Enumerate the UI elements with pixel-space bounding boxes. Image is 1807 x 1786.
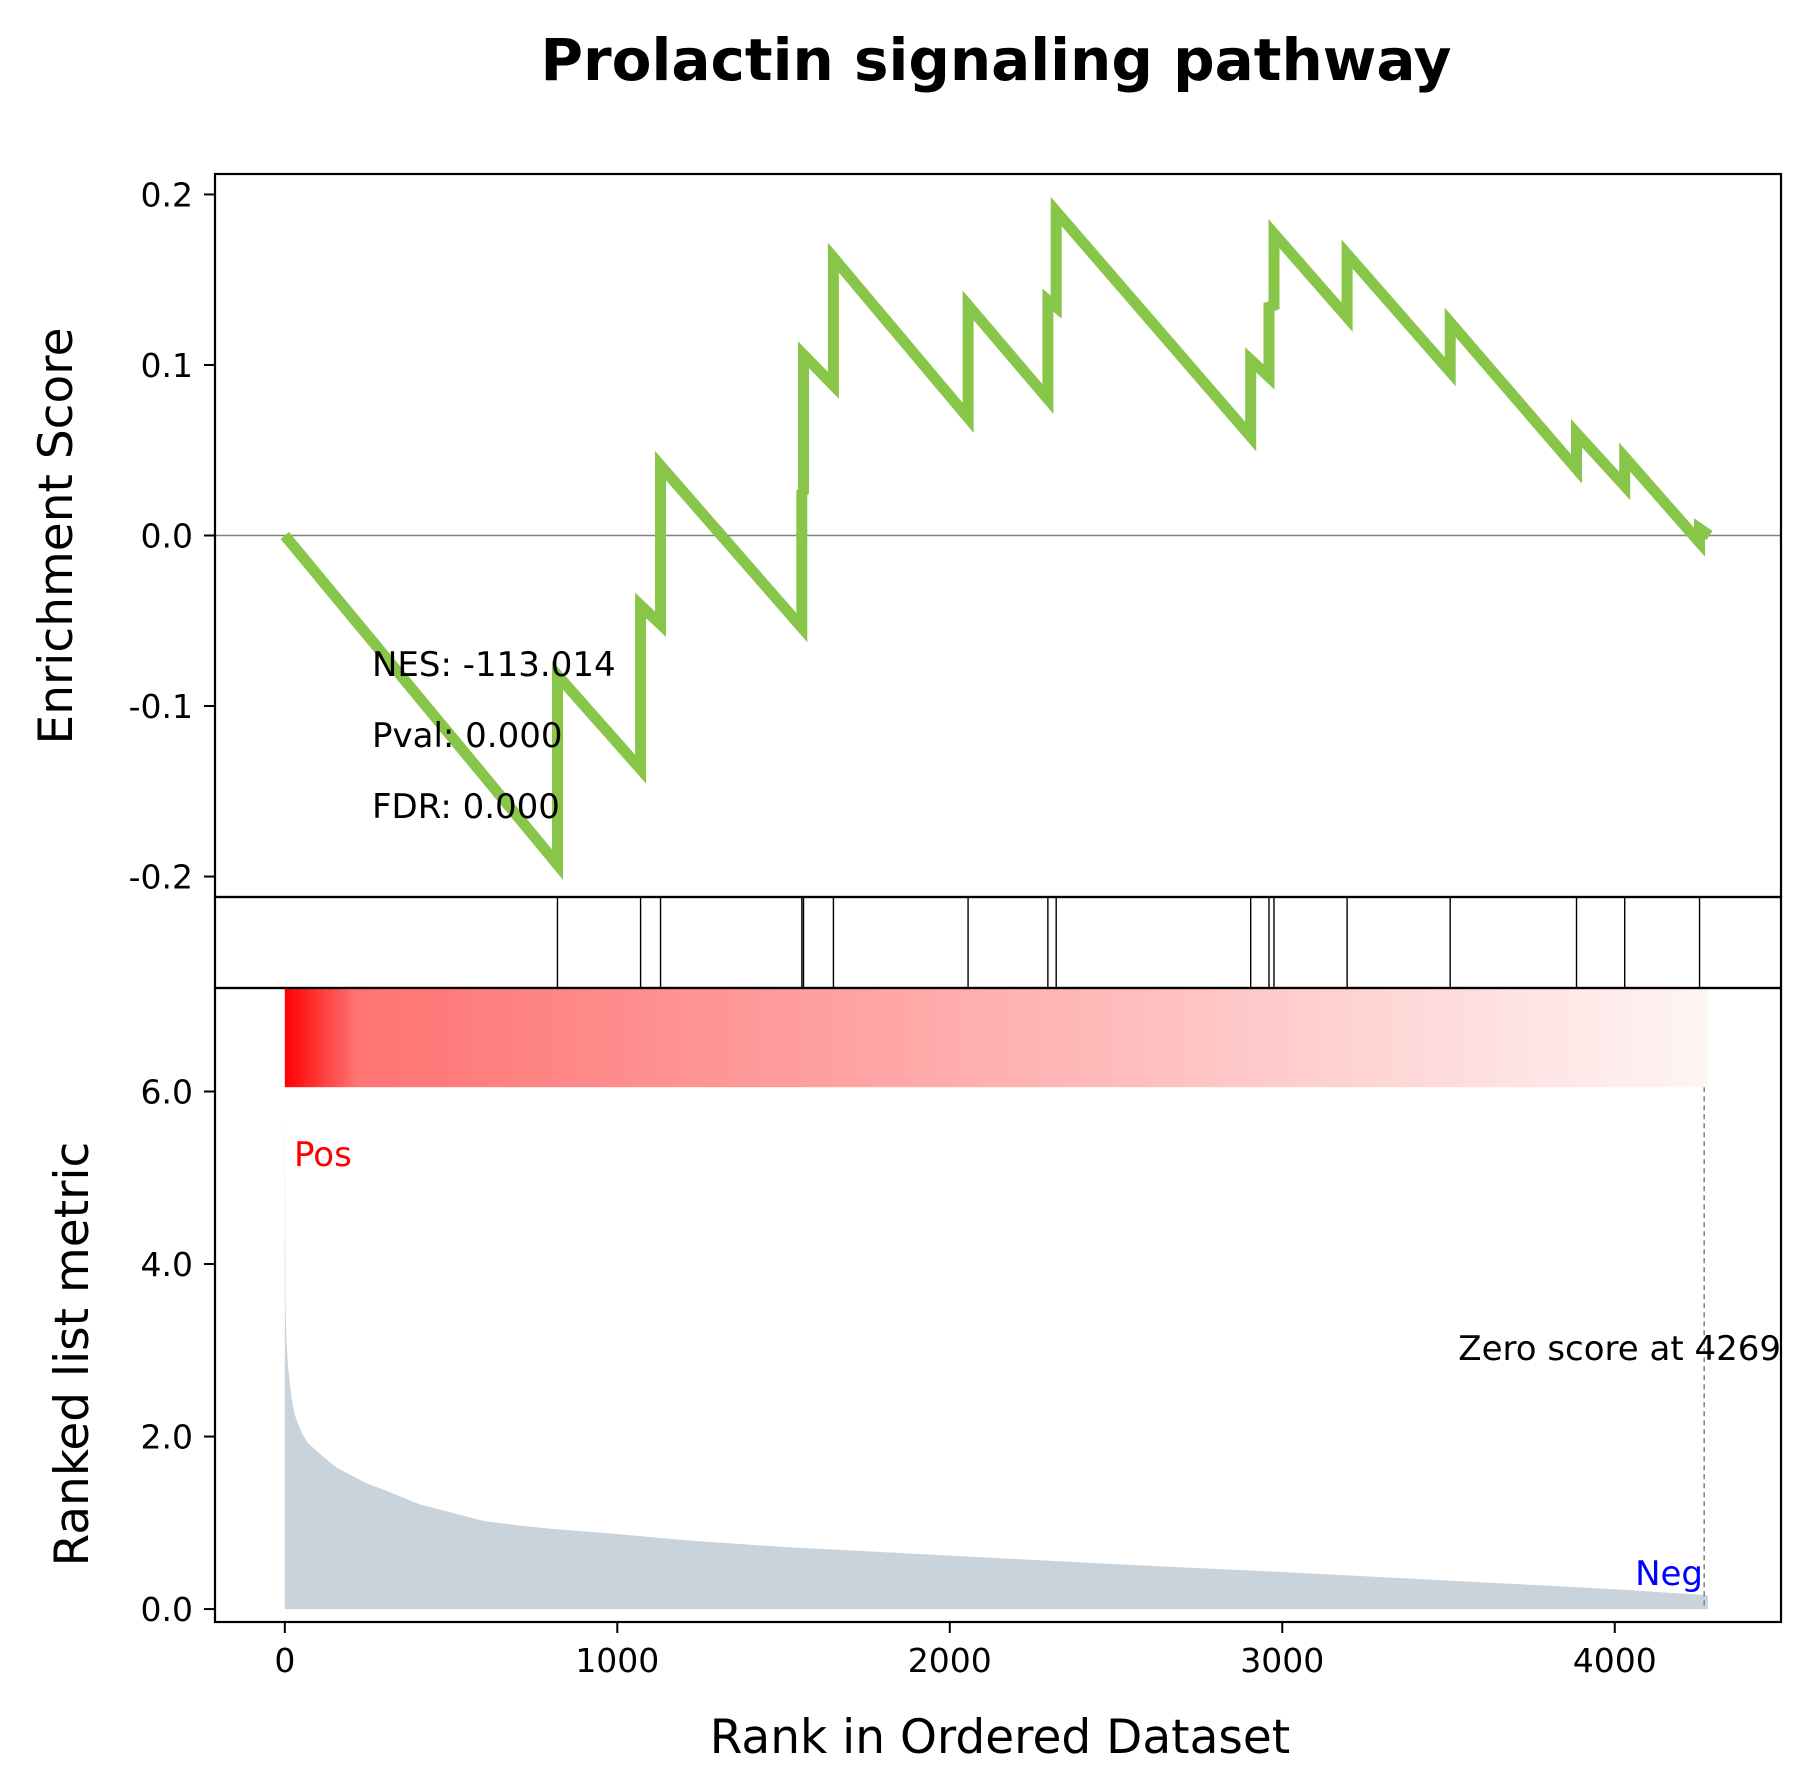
rank-heatmap bbox=[284, 988, 1708, 1088]
fdr-label: FDR: 0.000 bbox=[372, 787, 560, 827]
enrichment-score-panel: NES: -113.014 Pval: 0.000 FDR: 0.000 0.2… bbox=[129, 172, 1783, 899]
chart-title: Prolactin signaling pathway bbox=[541, 26, 1452, 94]
metric-axes-frame bbox=[213, 986, 1783, 1624]
metric-tick-label: 4.0 bbox=[141, 1245, 193, 1284]
hits-axes-frame bbox=[213, 895, 1783, 990]
x-tick-label: 4000 bbox=[1573, 1641, 1657, 1680]
ranked-metric-area bbox=[284, 1108, 1708, 1610]
hits-panel bbox=[213, 895, 1783, 990]
es-y-axis-label: Enrichment Score bbox=[29, 328, 84, 745]
es-curve bbox=[280, 196, 1713, 880]
pval-label: Pval: 0.000 bbox=[372, 716, 563, 756]
x-tick-label: 2000 bbox=[908, 1641, 992, 1680]
es-tick-label: 0.0 bbox=[141, 517, 193, 556]
es-tick-label: 0.1 bbox=[141, 346, 193, 385]
es-tick-label: -0.2 bbox=[129, 858, 193, 897]
metric-y-axis-label: Ranked list metric bbox=[45, 1142, 100, 1567]
metric-tick-label: 0.0 bbox=[141, 1590, 193, 1629]
metric-y-ticks: 6.0 4.0 2.0 0.0 bbox=[141, 1073, 215, 1629]
zero-score-label: Zero score at 4269 bbox=[1458, 1329, 1781, 1369]
es-tick-label: 0.2 bbox=[141, 175, 193, 214]
ranked-metric-panel: Zero score at 4269 Pos Neg 6.04.02.00.0 … bbox=[141, 986, 1783, 1680]
x-axis-label: Rank in Ordered Dataset bbox=[710, 1710, 1290, 1765]
pos-label: Pos bbox=[294, 1135, 352, 1175]
nes-label: NES: -113.014 bbox=[372, 645, 616, 685]
x-tick-label: 1000 bbox=[575, 1641, 659, 1680]
metric-tick-label: 2.0 bbox=[141, 1418, 193, 1457]
neg-label: Neg bbox=[1635, 1554, 1703, 1594]
metric-tick-label: 6.0 bbox=[141, 1073, 193, 1112]
es-y-ticks: 0.2 0.1 0.0 -0.1 -0.2 bbox=[129, 175, 215, 897]
x-axis-ticks: 0 1000 2000 3000 4000 bbox=[274, 1622, 1657, 1680]
es-tick-label: -0.1 bbox=[129, 687, 193, 726]
x-tick-label: 0 bbox=[274, 1641, 295, 1680]
hit-lines bbox=[556, 897, 1701, 988]
x-tick-label: 3000 bbox=[1240, 1641, 1324, 1680]
